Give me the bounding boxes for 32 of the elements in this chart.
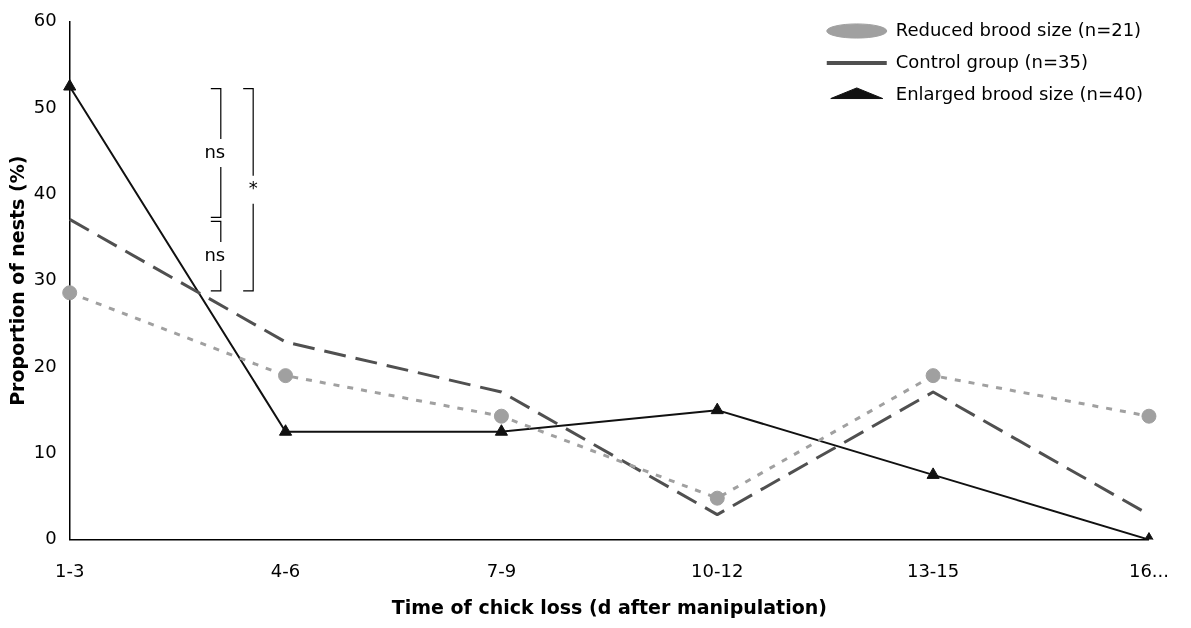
- legend-label: Control group (n=35): [895, 50, 1088, 72]
- x-tick-label: 7-9: [486, 560, 517, 582]
- y-tick-label: 60: [33, 9, 57, 31]
- point: [709, 490, 725, 506]
- y-axis-title: Proportion of nests (%): [6, 155, 29, 406]
- point: [494, 424, 508, 436]
- y-tick-label: 10: [33, 440, 57, 462]
- x-tick-label: 1-3: [55, 560, 85, 582]
- y-tick-label: 20: [33, 354, 57, 376]
- x-axis-title: Time of chick loss (d after manipulation): [391, 595, 827, 618]
- x-tick-label: 16...: [1128, 560, 1169, 582]
- point: [62, 285, 78, 301]
- x-tick-label: 4-6: [270, 560, 301, 582]
- y-tick-label: 0: [45, 527, 57, 549]
- point: [278, 368, 294, 384]
- annotation: ns: [204, 140, 226, 162]
- annotation: ns: [204, 243, 226, 265]
- y-tick-label: 40: [33, 182, 57, 204]
- y-tick-label: 30: [33, 268, 57, 290]
- point: [926, 467, 940, 479]
- point: [493, 408, 509, 424]
- y-tick-label: 50: [33, 95, 57, 117]
- legend-label: Reduced brood size (n=21): [895, 18, 1142, 40]
- x-tick-label: 13-15: [906, 560, 960, 582]
- annotation: *: [248, 177, 258, 199]
- point: [1141, 408, 1157, 424]
- point: [278, 424, 293, 436]
- point: [925, 368, 941, 384]
- point: [63, 79, 77, 91]
- point: [710, 402, 724, 415]
- x-tick-label: 10-12: [691, 560, 744, 582]
- legend-label: Enlarged brood size (n=40): [895, 82, 1143, 104]
